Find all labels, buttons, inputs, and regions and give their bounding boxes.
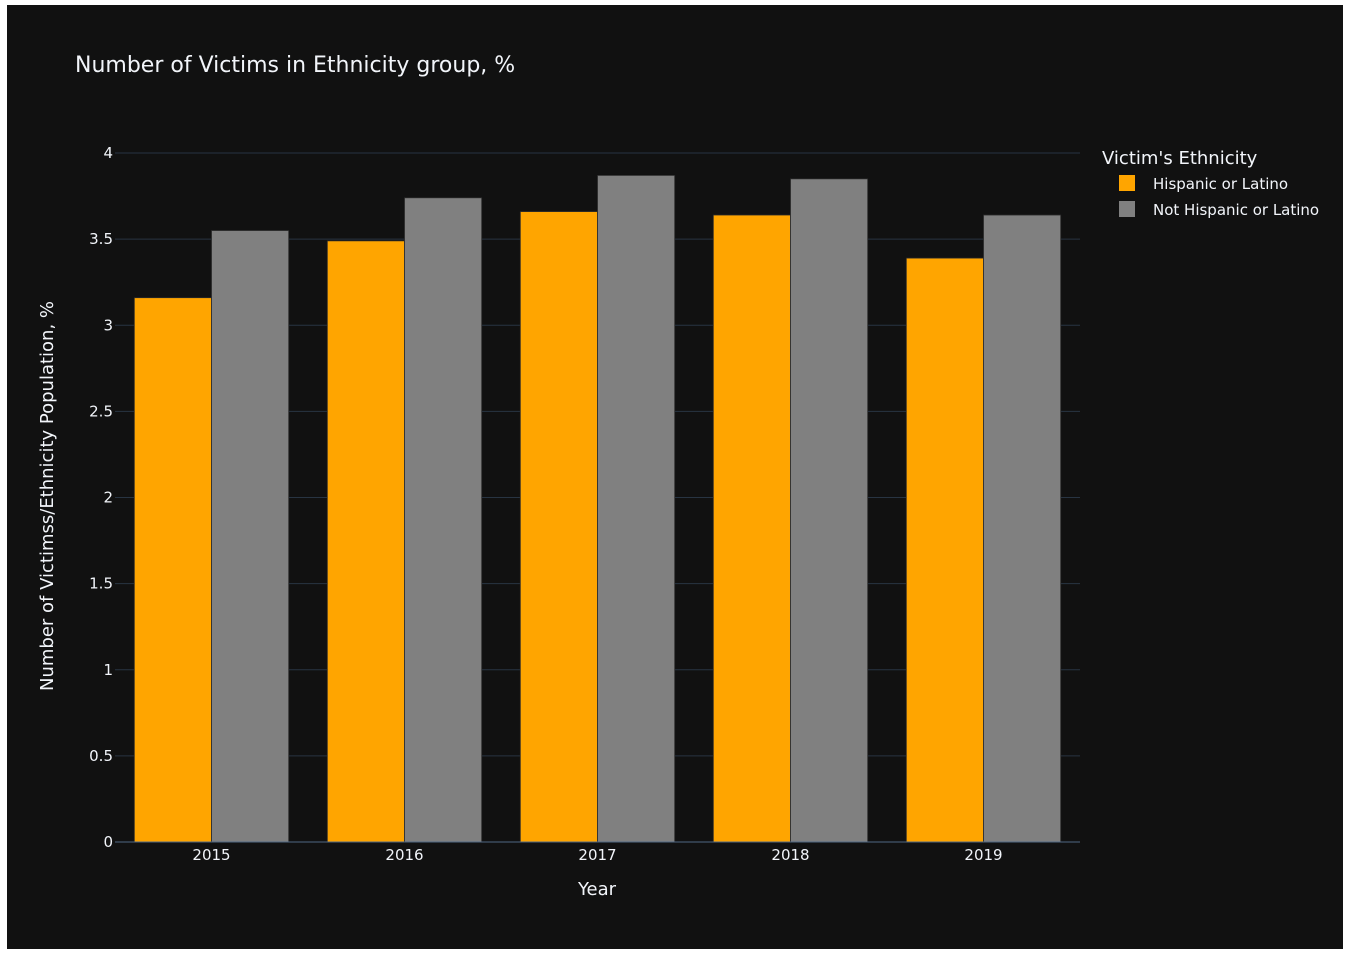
legend: Victim's Ethnicity Hispanic or Latino Not… <box>1102 148 1319 219</box>
legend-swatch <box>1119 201 1135 217</box>
x-tick-label: 2015 <box>192 846 230 864</box>
bar-hispanic-or-latino-2017 <box>519 211 598 843</box>
y-tick-label: 0.5 <box>89 747 113 765</box>
y-tick-label: 4 <box>103 144 113 162</box>
y-tick-label: 1 <box>103 661 113 679</box>
bar-hispanic-or-latino-2019 <box>905 257 984 843</box>
bar-not-hispanic-or-latino-2016 <box>404 197 483 843</box>
y-axis-ticks: 0 0.5 1 1.5 2 2.5 3 3.5 4 <box>89 144 113 851</box>
y-tick-label: 1.5 <box>89 575 113 593</box>
y-tick-label: 3.5 <box>89 230 113 248</box>
chart-canvas: Number of Victims in Ethnicity group, % … <box>37 53 1319 900</box>
bar-hispanic-or-latino-2015 <box>133 297 212 843</box>
x-tick-label: 2016 <box>385 846 423 864</box>
x-axis-title: Year <box>577 879 617 900</box>
y-tick-label: 0 <box>103 833 113 851</box>
x-tick-label: 2019 <box>964 846 1002 864</box>
x-tick-label: 2018 <box>771 846 809 864</box>
y-axis-title: Number of Victimss/Ethnicity Population,… <box>37 301 58 691</box>
chart-title: Number of Victims in Ethnicity group, % <box>75 53 515 78</box>
bar-not-hispanic-or-latino-2017 <box>597 174 676 843</box>
bar-hispanic-or-latino-2016 <box>326 240 405 843</box>
y-tick-label: 2 <box>103 489 113 507</box>
legend-label: Not Hispanic or Latino <box>1153 201 1319 219</box>
x-axis-ticks: 2015 2016 2017 2018 2019 <box>192 846 1002 864</box>
x-tick-label: 2017 <box>578 846 616 864</box>
bar-not-hispanic-or-latino-2018 <box>790 178 869 843</box>
bar-group <box>133 174 1062 843</box>
legend-swatch <box>1119 175 1135 191</box>
y-tick-label: 2.5 <box>89 402 113 420</box>
y-tick-label: 3 <box>103 316 113 334</box>
legend-label: Hispanic or Latino <box>1153 175 1288 193</box>
legend-title: Victim's Ethnicity <box>1102 148 1258 169</box>
bar-not-hispanic-or-latino-2019 <box>983 214 1062 843</box>
bar-hispanic-or-latino-2018 <box>712 214 791 843</box>
bar-not-hispanic-or-latino-2015 <box>211 230 290 843</box>
chart-container: Number of Victims in Ethnicity group, % … <box>7 5 1343 949</box>
